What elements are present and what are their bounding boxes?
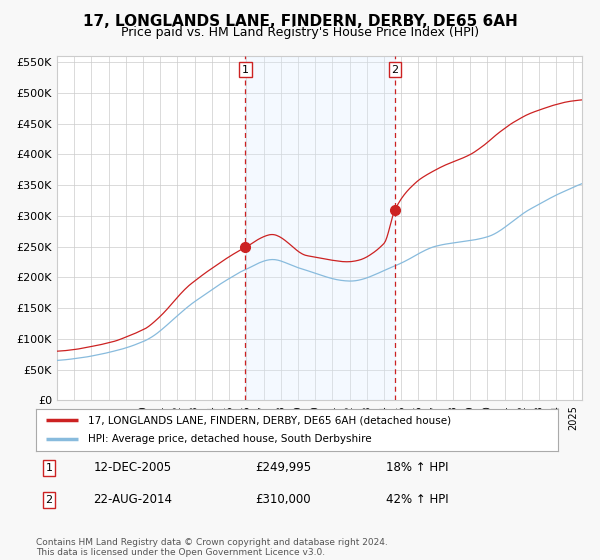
Text: 2: 2 xyxy=(392,64,398,74)
Text: 12-DEC-2005: 12-DEC-2005 xyxy=(94,461,172,474)
Bar xyxy=(245,56,395,400)
Text: 1: 1 xyxy=(242,64,249,74)
Text: 1: 1 xyxy=(46,463,53,473)
Text: £249,995: £249,995 xyxy=(255,461,311,474)
Text: 2: 2 xyxy=(46,495,53,505)
Text: 42% ↑ HPI: 42% ↑ HPI xyxy=(386,493,448,506)
Text: Contains HM Land Registry data © Crown copyright and database right 2024.
This d: Contains HM Land Registry data © Crown c… xyxy=(36,538,388,557)
Text: HPI: Average price, detached house, South Derbyshire: HPI: Average price, detached house, Sout… xyxy=(88,435,372,445)
Text: Price paid vs. HM Land Registry's House Price Index (HPI): Price paid vs. HM Land Registry's House … xyxy=(121,26,479,39)
Text: 22-AUG-2014: 22-AUG-2014 xyxy=(94,493,172,506)
Text: £310,000: £310,000 xyxy=(255,493,311,506)
Text: 17, LONGLANDS LANE, FINDERN, DERBY, DE65 6AH: 17, LONGLANDS LANE, FINDERN, DERBY, DE65… xyxy=(83,14,517,29)
Text: 17, LONGLANDS LANE, FINDERN, DERBY, DE65 6AH (detached house): 17, LONGLANDS LANE, FINDERN, DERBY, DE65… xyxy=(88,415,451,425)
Text: 18% ↑ HPI: 18% ↑ HPI xyxy=(386,461,448,474)
